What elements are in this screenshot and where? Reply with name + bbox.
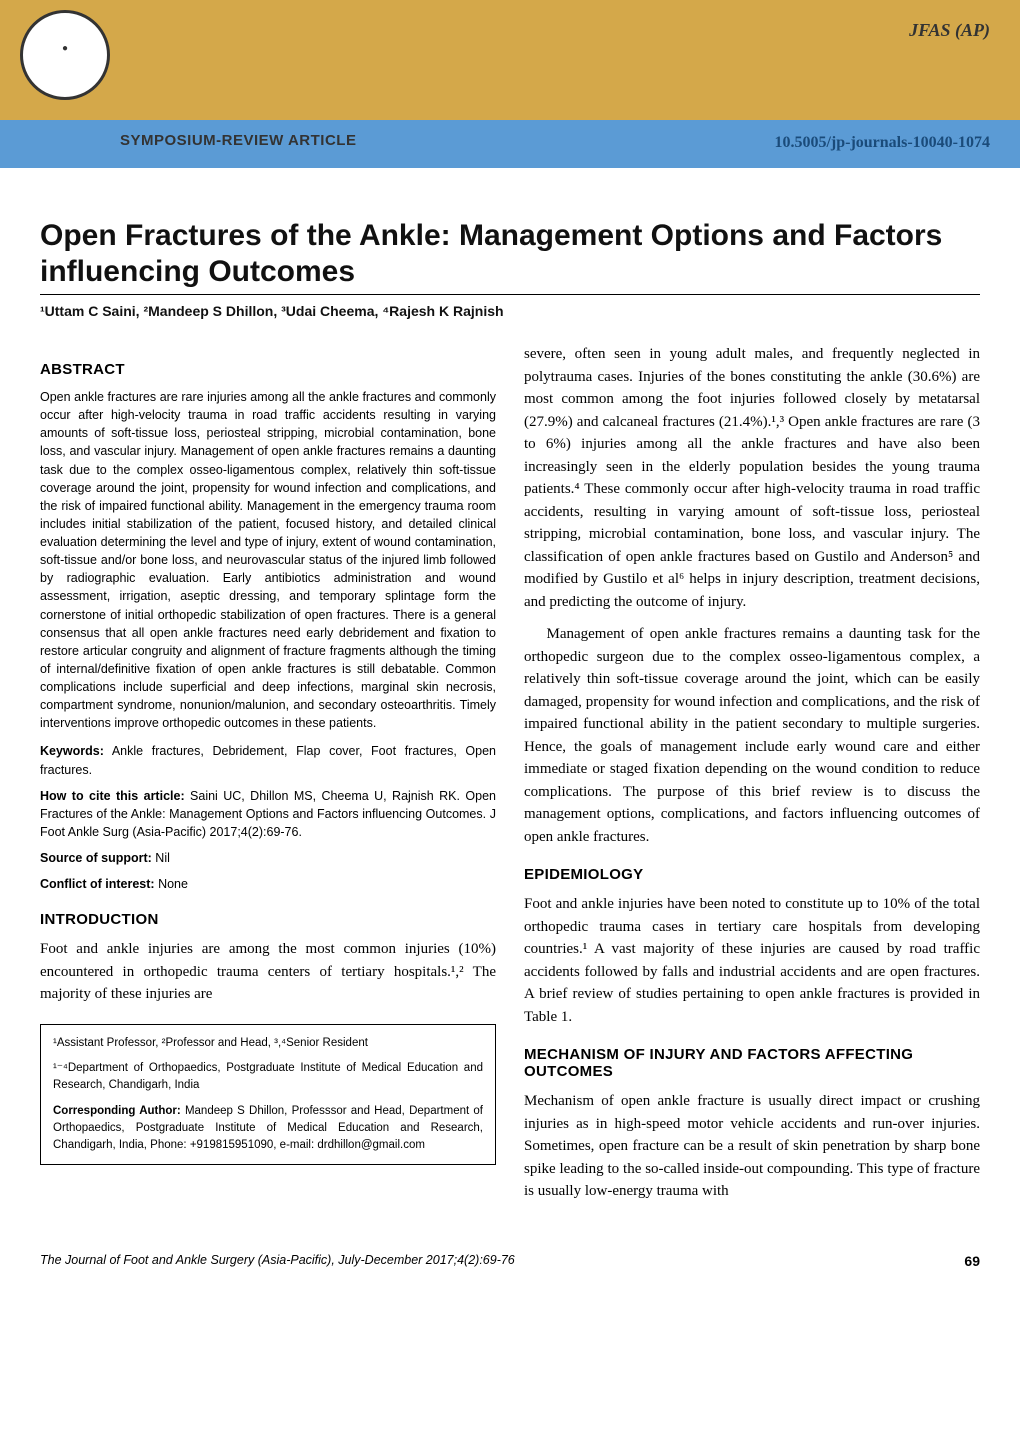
footer-journal-ref: The Journal of Foot and Ankle Surgery (A… xyxy=(40,1253,515,1269)
page-content: Open Fractures of the Ankle: Management … xyxy=(0,168,1020,1233)
epidemiology-heading: EPIDEMIOLOGY xyxy=(524,866,980,883)
keywords-line: Keywords: Ankle fractures, Debridement, … xyxy=(40,742,496,778)
howtocite-label: How to cite this article: xyxy=(40,789,185,803)
article-title: Open Fractures of the Ankle: Management … xyxy=(40,218,980,290)
left-column: ABSTRACT Open ankle fractures are rare i… xyxy=(40,343,496,1213)
authors: ¹Uttam C Saini, ²Mandeep S Dhillon, ³Uda… xyxy=(40,303,980,319)
source-value: Nil xyxy=(152,851,170,865)
affiliations-box: ¹Assistant Professor, ²Professor and Hea… xyxy=(40,1024,496,1166)
conflict-value: None xyxy=(155,877,188,891)
conflict-line: Conflict of interest: None xyxy=(40,875,496,893)
affil-roles: ¹Assistant Professor, ²Professor and Hea… xyxy=(53,1035,483,1052)
rc-p2: Management of open ankle fractures remai… xyxy=(524,623,980,848)
journal-abbrev: JFAS (AP) xyxy=(909,20,990,41)
source-line: Source of support: Nil xyxy=(40,849,496,867)
header-gold-band: ● JFAS (AP) xyxy=(0,0,1020,120)
logo-text: ● xyxy=(23,13,107,54)
right-column: severe, often seen in young adult males,… xyxy=(524,343,980,1213)
corr-label: Corresponding Author: xyxy=(53,1105,181,1117)
affil-dept: ¹⁻⁴Department of Orthopaedics, Postgradu… xyxy=(53,1060,483,1095)
doi: 10.5005/jp-journals-10040-1074 xyxy=(774,134,990,152)
source-label: Source of support: xyxy=(40,851,152,865)
journal-logo: ● xyxy=(20,10,110,100)
two-column-layout: ABSTRACT Open ankle fractures are rare i… xyxy=(40,343,980,1213)
abstract-text: Open ankle fractures are rare injuries a… xyxy=(40,388,496,732)
page-number: 69 xyxy=(964,1253,980,1269)
intro-p1: Foot and ankle injuries are among the mo… xyxy=(40,938,496,1006)
affil-corr: Corresponding Author: Mandeep S Dhillon,… xyxy=(53,1103,483,1155)
mechanism-heading: MECHANISM OF INJURY AND FACTORS AFFECTIN… xyxy=(524,1046,980,1080)
title-rule xyxy=(40,294,980,295)
mech-p1: Mechanism of open ankle fracture is usua… xyxy=(524,1090,980,1203)
abstract-heading: ABSTRACT xyxy=(40,361,496,378)
rc-p1: severe, often seen in young adult males,… xyxy=(524,343,980,613)
epi-p1: Foot and ankle injuries have been noted … xyxy=(524,893,980,1028)
article-type: SYMPOSIUM-REVIEW ARTICLE xyxy=(120,132,356,149)
conflict-label: Conflict of interest: xyxy=(40,877,155,891)
howtocite-line: How to cite this article: Saini UC, Dhil… xyxy=(40,787,496,841)
page-footer: The Journal of Foot and Ankle Surgery (A… xyxy=(0,1233,1020,1285)
keywords-label: Keywords: xyxy=(40,744,104,758)
keywords-value: Ankle fractures, Debridement, Flap cover… xyxy=(40,744,496,776)
introduction-heading: INTRODUCTION xyxy=(40,911,496,928)
